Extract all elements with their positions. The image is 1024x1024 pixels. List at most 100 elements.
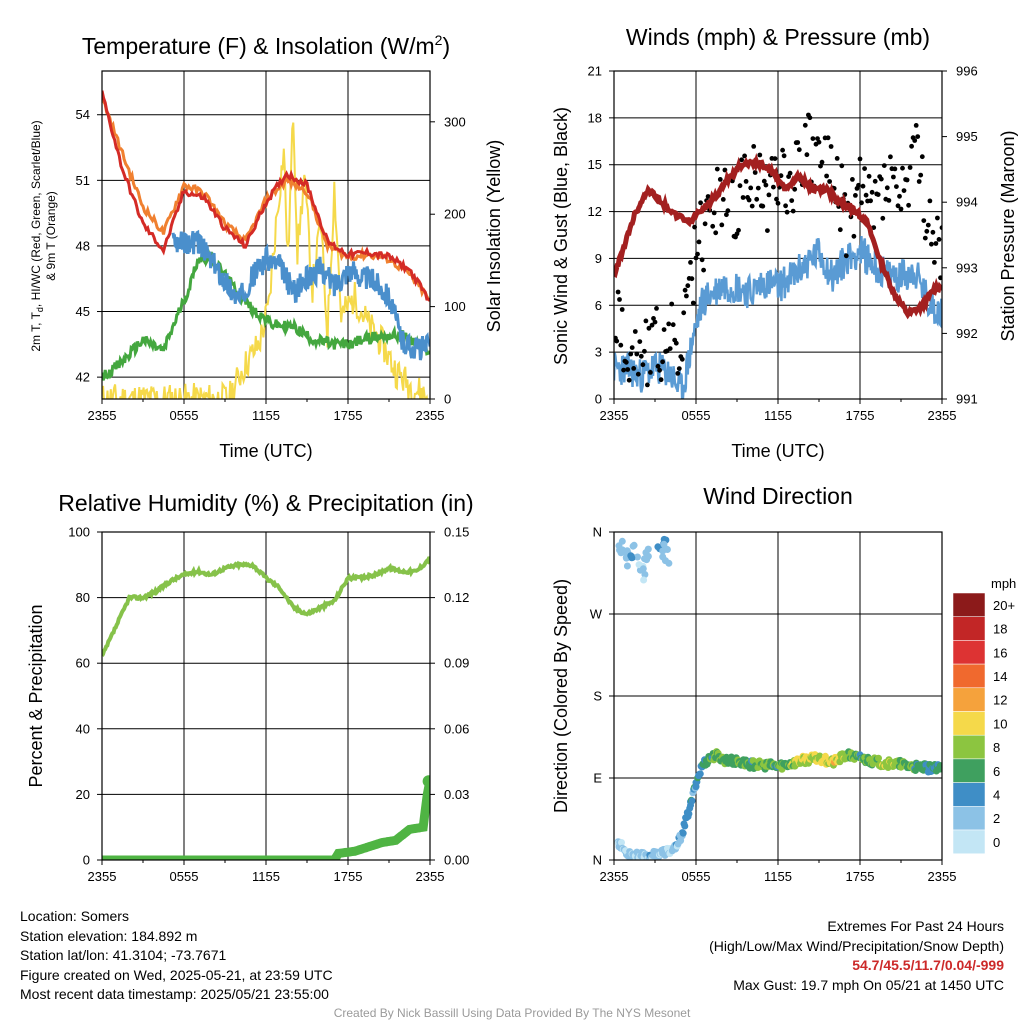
rh-xtick-label: 1755 bbox=[334, 869, 363, 884]
gust-point bbox=[866, 173, 872, 179]
temp-series-layer bbox=[102, 90, 430, 399]
gust-point bbox=[714, 166, 720, 172]
gust-point bbox=[880, 215, 886, 221]
gust-point bbox=[649, 322, 655, 328]
dir-xtick-label: 1755 bbox=[846, 869, 875, 884]
legend-label: 12 bbox=[993, 693, 1007, 708]
gust-point bbox=[919, 154, 925, 160]
winds-right-axis-title: Station Pressure (Maroon) bbox=[998, 130, 1018, 341]
wind-xtick-label: 1755 bbox=[846, 408, 875, 423]
gust-point bbox=[827, 179, 832, 184]
gust-point bbox=[789, 198, 795, 204]
gust-point bbox=[655, 363, 661, 369]
gust-point bbox=[661, 327, 667, 332]
gust-point bbox=[894, 184, 899, 190]
gust-point bbox=[774, 196, 779, 202]
gust-point bbox=[754, 196, 760, 202]
gust-point bbox=[900, 165, 905, 171]
gust-point bbox=[837, 227, 843, 233]
gust-point bbox=[851, 233, 857, 239]
gust-point bbox=[676, 366, 682, 371]
gust-point bbox=[850, 177, 855, 182]
speed-legend: 20+ 18 16 14 12 10 8 6 4 2 0 bbox=[952, 592, 1015, 854]
dir-xtick-label: 2355 bbox=[928, 869, 957, 884]
gust-point bbox=[816, 139, 822, 145]
gust-point bbox=[862, 166, 867, 172]
gust-point bbox=[623, 359, 629, 365]
humidity-left-axis-title: Percent & Precipitation bbox=[26, 604, 46, 787]
gust-point bbox=[724, 212, 729, 218]
dir-ytick-label: E bbox=[593, 771, 602, 786]
rh-xtick-label: 0555 bbox=[170, 869, 199, 884]
gust-point bbox=[619, 307, 625, 312]
legend-title: mph bbox=[991, 576, 1016, 591]
latlon-text: Station lat/lon: 41.3104; -73.7671 bbox=[20, 947, 227, 963]
temp-ytick-label: 48 bbox=[76, 238, 90, 253]
gust-point bbox=[909, 143, 914, 149]
dir-plot-border bbox=[613, 531, 943, 861]
gust-point bbox=[892, 166, 898, 172]
gust-point bbox=[739, 157, 744, 163]
temp-plot-border bbox=[101, 70, 431, 400]
gust-point bbox=[807, 115, 813, 121]
gust-point bbox=[666, 321, 672, 327]
gust-point bbox=[771, 184, 776, 190]
rh-ytick-label: 100 bbox=[68, 525, 90, 540]
gust-point bbox=[658, 377, 664, 383]
wind-ytick-label: 0 bbox=[595, 392, 602, 407]
gust-point bbox=[884, 185, 890, 191]
gust-point bbox=[673, 340, 679, 346]
temperature-x-axis-title: Time (UTC) bbox=[219, 441, 312, 461]
gust-point bbox=[635, 371, 641, 377]
gust-point bbox=[924, 228, 930, 234]
gust-point bbox=[930, 229, 936, 235]
dir-xtick-label: 2355 bbox=[600, 869, 629, 884]
rh-ytick-label: 80 bbox=[76, 590, 90, 605]
gust-point bbox=[906, 202, 911, 208]
gust-point bbox=[713, 230, 719, 236]
rh-xtick-label: 2355 bbox=[416, 869, 445, 884]
gust-point bbox=[632, 329, 638, 334]
gust-point bbox=[617, 297, 622, 302]
gust-point bbox=[878, 176, 884, 182]
wind-xtick-label: 2355 bbox=[600, 408, 629, 423]
legend-swatch bbox=[952, 592, 986, 617]
gust-point bbox=[654, 306, 659, 311]
recent-text: Most recent data timestamp: 2025/05/21 2… bbox=[20, 986, 329, 1002]
gust-point bbox=[935, 215, 940, 221]
extremes-title: Extremes For Past 24 Hours bbox=[827, 918, 1004, 934]
dir-ytick-label: N bbox=[593, 525, 602, 540]
gust-point bbox=[667, 346, 673, 351]
gust-point bbox=[819, 159, 825, 165]
station-info: Location: Somers Station elevation: 184.… bbox=[20, 907, 333, 1005]
temp-xtick-label: 2355 bbox=[416, 408, 445, 423]
direction-point bbox=[679, 829, 687, 837]
rh-y2tick-label: 0.15 bbox=[444, 525, 469, 540]
gust-point bbox=[860, 183, 866, 189]
max-gust-text: Max Gust: 19.7 mph On 05/21 at 1450 UTC bbox=[733, 976, 1004, 993]
humidity-panel-title: Relative Humidity (%) & Precipitation (i… bbox=[58, 490, 473, 516]
gust-point bbox=[886, 198, 892, 203]
gust-point bbox=[792, 186, 798, 192]
gust-point bbox=[699, 257, 705, 263]
gust-point bbox=[615, 289, 621, 295]
wind-direction-left-axis-title: Direction (Colored By Speed) bbox=[551, 579, 571, 813]
gust-point bbox=[717, 177, 723, 182]
gust-point bbox=[783, 203, 788, 209]
legend-label: 6 bbox=[993, 764, 1000, 779]
wind-ytick-label: 3 bbox=[595, 345, 602, 360]
gust-point bbox=[757, 152, 763, 158]
gust-point bbox=[746, 197, 752, 203]
rh-series-layer bbox=[102, 556, 430, 860]
gust-point bbox=[628, 351, 634, 357]
temp-xtick-label: 2355 bbox=[88, 408, 117, 423]
gust-point bbox=[702, 221, 708, 227]
temp-ytick-label: 51 bbox=[76, 173, 90, 188]
gust-point bbox=[802, 122, 808, 128]
legend-swatch bbox=[952, 711, 986, 736]
gust-point bbox=[916, 179, 922, 184]
credit-text: Created By Nick Bassill Using Data Provi… bbox=[333, 1006, 691, 1020]
gust-point bbox=[634, 351, 640, 357]
direction-point bbox=[686, 804, 694, 812]
elevation-text: Station elevation: 184.892 m bbox=[20, 927, 198, 944]
